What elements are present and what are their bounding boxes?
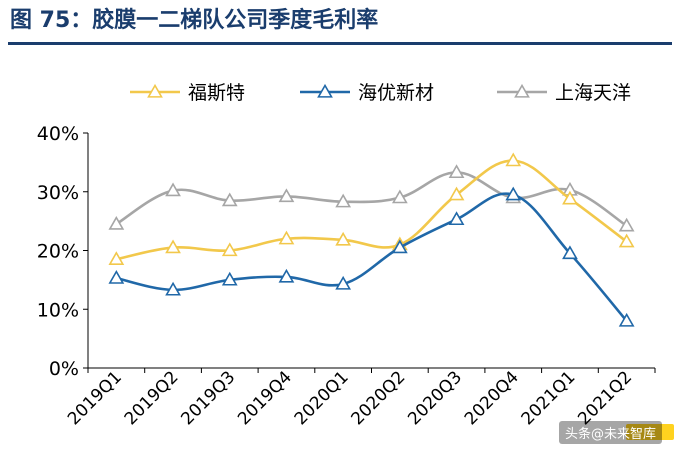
data-point (335, 193, 352, 208)
data-point (221, 242, 238, 257)
data-point (562, 190, 578, 205)
y-tick-label: 30% (37, 182, 79, 204)
legend-marker (317, 83, 333, 98)
y-tick-label: 40% (37, 123, 79, 145)
watermark: 头条@未来智库 (558, 421, 662, 444)
x-tick-label: 2020Q2 (348, 367, 410, 429)
page-title: 图 75：胶膜一二梯队公司季度毛利率 (10, 8, 379, 33)
data-point (618, 233, 635, 248)
x-tick-label: 2021Q1 (518, 367, 580, 429)
data-point (448, 186, 465, 201)
data-point (505, 152, 522, 167)
series-line (115, 171, 628, 227)
data-point (335, 275, 352, 290)
data-point (448, 211, 465, 226)
legend-marker (147, 83, 163, 98)
legend-marker (514, 83, 530, 98)
data-point (618, 217, 635, 232)
data-point (562, 245, 578, 260)
data-point (278, 268, 295, 283)
data-point (165, 239, 181, 254)
data-point (391, 239, 408, 254)
x-tick-label: 2020Q3 (404, 367, 466, 429)
data-point (391, 189, 408, 204)
legend-label: 上海天洋 (555, 82, 631, 104)
y-tick-label: 10% (37, 299, 79, 321)
legend-label: 海优新材 (358, 82, 434, 104)
x-tick-label: 2020Q4 (461, 367, 523, 429)
data-point (165, 182, 181, 197)
data-point (221, 192, 238, 207)
data-point (448, 164, 465, 179)
x-tick-label: 2019Q2 (121, 367, 183, 429)
y-tick-label: 20% (37, 241, 79, 263)
data-point (221, 271, 238, 286)
x-tick-label: 2019Q3 (177, 367, 239, 429)
data-point (165, 281, 181, 296)
x-tick-label: 2021Q2 (574, 367, 636, 429)
x-tick-label: 2019Q4 (234, 367, 296, 429)
data-point (278, 230, 295, 245)
data-point (278, 188, 295, 203)
series-line (116, 159, 628, 261)
series-line (116, 192, 628, 322)
data-point (108, 215, 125, 230)
watermark-badge (626, 424, 674, 440)
data-point (335, 231, 352, 246)
data-point (108, 270, 125, 284)
legend-label: 福斯特 (188, 82, 245, 104)
x-tick-label: 2020Q1 (291, 367, 353, 429)
title-rule (8, 42, 672, 45)
data-point (618, 312, 635, 327)
data-point (108, 251, 125, 265)
y-tick-label: 0% (49, 358, 79, 380)
data-point (505, 186, 522, 201)
